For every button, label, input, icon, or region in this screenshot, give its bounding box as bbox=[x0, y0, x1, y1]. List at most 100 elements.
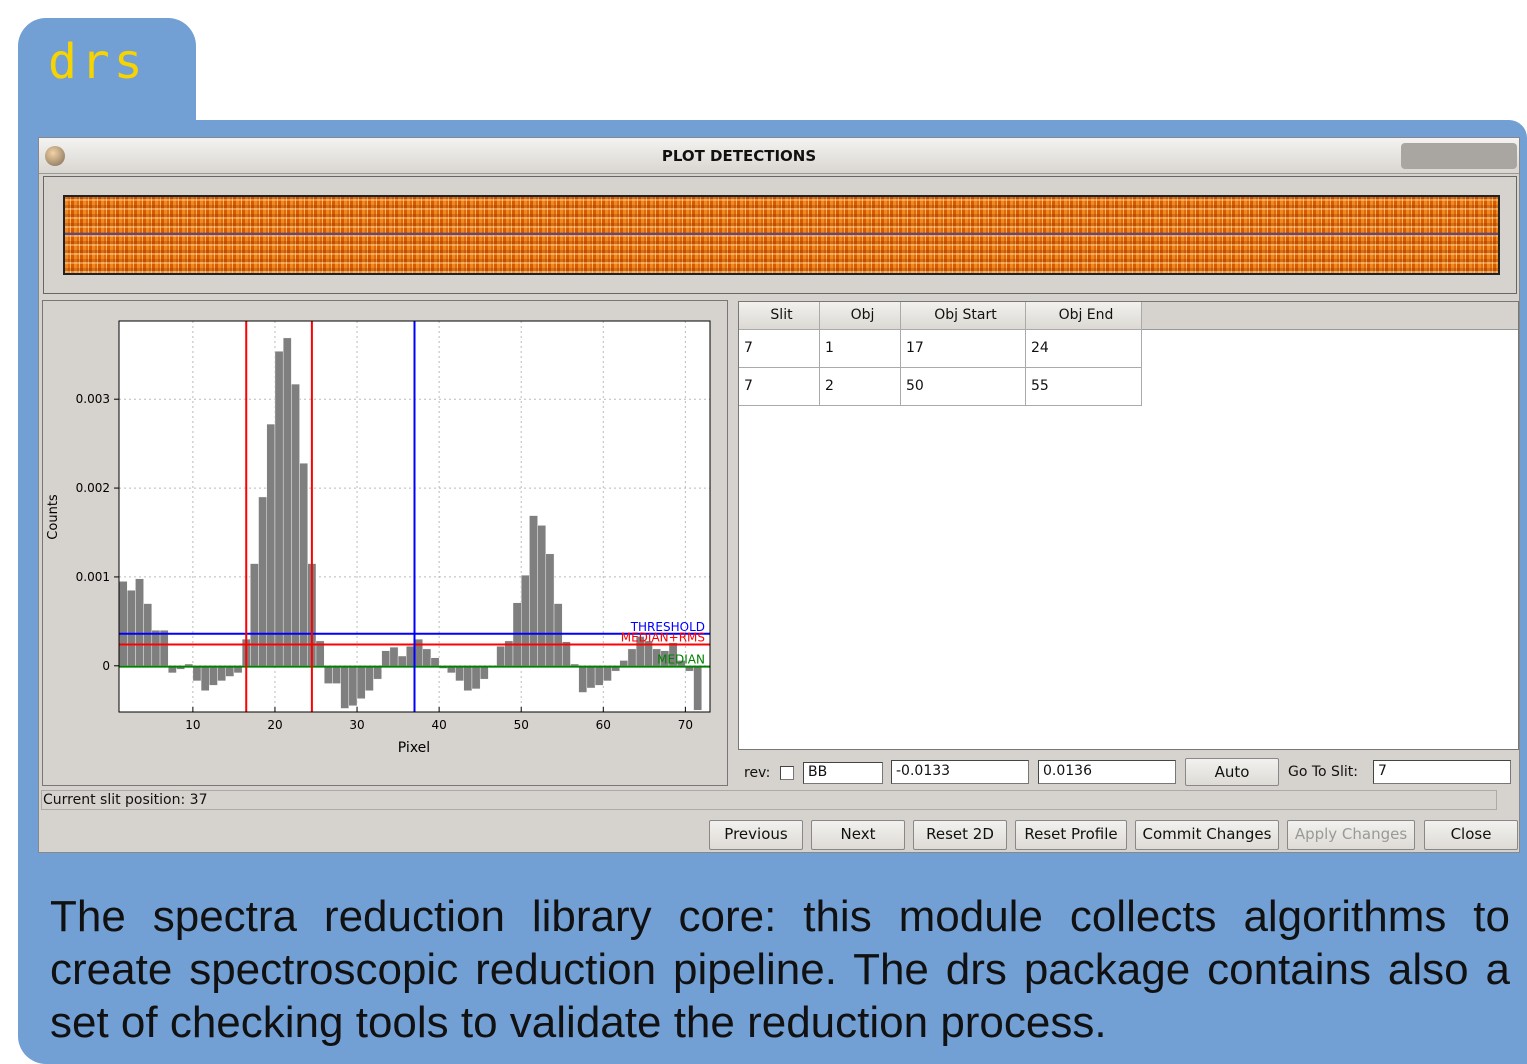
button[interactable]: Commit Changes bbox=[1135, 820, 1279, 850]
rev-checkbox[interactable] bbox=[780, 766, 794, 780]
bar bbox=[201, 666, 209, 691]
bar bbox=[603, 666, 611, 681]
chart: Pixel Counts 10 20 30 40 50 60 70 0 0.001 0.002 0.… bbox=[42, 300, 728, 786]
page: drs PLOT DETECTIONS SlitObjObj StartObj … bbox=[0, 0, 1527, 1064]
window-buttons[interactable] bbox=[1401, 143, 1517, 169]
bar bbox=[259, 497, 267, 666]
button[interactable]: Previous bbox=[709, 820, 803, 850]
slit-field[interactable]: 7 bbox=[1373, 760, 1511, 784]
bar bbox=[283, 338, 291, 666]
bar bbox=[349, 666, 357, 706]
spectrum-rows bbox=[65, 197, 1498, 273]
column-header[interactable]: Obj bbox=[820, 302, 901, 330]
window-title: PLOT DETECTIONS bbox=[39, 147, 1439, 165]
bar bbox=[694, 666, 702, 710]
x-tick-label: 70 bbox=[678, 718, 693, 732]
column-header[interactable]: Obj End bbox=[1026, 302, 1142, 330]
x-tick-label: 30 bbox=[349, 718, 364, 732]
status-bar bbox=[41, 790, 1497, 810]
bar bbox=[546, 554, 554, 666]
bar bbox=[152, 630, 160, 666]
bar bbox=[373, 666, 381, 679]
table-cell[interactable]: 24 bbox=[1026, 330, 1142, 368]
bar bbox=[497, 646, 505, 666]
bar bbox=[415, 639, 423, 666]
x-tick-label: 40 bbox=[431, 718, 446, 732]
bar bbox=[595, 666, 603, 686]
bar bbox=[382, 651, 390, 666]
rev-label: rev: bbox=[744, 765, 770, 781]
bar bbox=[464, 666, 472, 691]
bar bbox=[357, 666, 365, 699]
button[interactable]: Reset Profile bbox=[1015, 820, 1127, 850]
x-tick-label: 10 bbox=[185, 718, 200, 732]
table-cell[interactable]: 50 bbox=[901, 368, 1026, 406]
bar bbox=[275, 351, 283, 666]
bar bbox=[291, 384, 299, 666]
y-tick-label: 0.001 bbox=[76, 570, 110, 584]
y-axis-label: Counts bbox=[46, 494, 61, 540]
x-tick-label: 50 bbox=[514, 718, 529, 732]
bar bbox=[365, 666, 373, 691]
goto-label: Go To Slit: bbox=[1288, 764, 1358, 780]
x-tick-label: 20 bbox=[267, 718, 282, 732]
auto-button[interactable]: Auto bbox=[1185, 758, 1279, 786]
bar bbox=[135, 579, 143, 666]
bar bbox=[423, 649, 431, 666]
threshold-label: MEDIAN bbox=[657, 653, 705, 667]
bar bbox=[431, 658, 439, 666]
bar bbox=[300, 463, 308, 666]
x-tick-label: 60 bbox=[596, 718, 611, 732]
bar bbox=[390, 647, 398, 666]
table-cell[interactable]: 7 bbox=[739, 368, 820, 406]
table-cell[interactable]: 55 bbox=[1026, 368, 1142, 406]
bar bbox=[341, 666, 349, 709]
bar bbox=[127, 590, 135, 666]
y-tick-label: 0 bbox=[102, 659, 110, 673]
column-header[interactable]: Obj Start bbox=[901, 302, 1026, 330]
button[interactable]: Next bbox=[811, 820, 905, 850]
bar bbox=[587, 666, 595, 688]
bar bbox=[456, 666, 464, 681]
bar bbox=[406, 646, 414, 666]
bar bbox=[398, 656, 406, 666]
bar bbox=[521, 575, 529, 666]
x-axis-label: Pixel bbox=[398, 740, 430, 756]
spectrum-image bbox=[63, 195, 1500, 275]
bar bbox=[193, 666, 201, 681]
table-cell[interactable]: 7 bbox=[739, 330, 820, 368]
bar bbox=[218, 666, 226, 681]
tab-label: drs bbox=[48, 34, 147, 90]
bar bbox=[250, 564, 258, 666]
button[interactable]: Apply Changes bbox=[1287, 820, 1415, 850]
bar bbox=[267, 424, 275, 666]
y-tick-label: 0.002 bbox=[76, 481, 110, 495]
button[interactable]: Reset 2D bbox=[913, 820, 1007, 850]
description: The spectra reduction library core: this… bbox=[50, 890, 1510, 1049]
bar bbox=[119, 581, 127, 665]
mode-select[interactable]: BB bbox=[803, 762, 883, 784]
status: Current slit position: 37 bbox=[43, 792, 207, 808]
bar bbox=[579, 666, 587, 693]
spectrum-cursor bbox=[65, 233, 1498, 235]
bar bbox=[472, 666, 480, 689]
bar bbox=[332, 666, 340, 684]
threshold-label: MEDIAN+RMS bbox=[621, 630, 705, 644]
bar bbox=[570, 664, 578, 666]
bar bbox=[628, 649, 636, 666]
min-field[interactable]: -0.0133 bbox=[891, 760, 1029, 784]
table-cell[interactable]: 17 bbox=[901, 330, 1026, 368]
table-cell[interactable]: 2 bbox=[820, 368, 901, 406]
bar bbox=[209, 666, 217, 686]
column-header[interactable]: Slit bbox=[739, 302, 820, 330]
table-cell[interactable]: 1 bbox=[820, 330, 901, 368]
y-tick-label: 0.003 bbox=[76, 392, 110, 406]
bar bbox=[160, 630, 168, 666]
bar bbox=[620, 660, 628, 665]
max-field[interactable]: 0.0136 bbox=[1038, 760, 1176, 784]
bar bbox=[529, 516, 537, 666]
bar bbox=[324, 666, 332, 684]
bar bbox=[185, 664, 193, 666]
button[interactable]: Close bbox=[1424, 820, 1518, 850]
